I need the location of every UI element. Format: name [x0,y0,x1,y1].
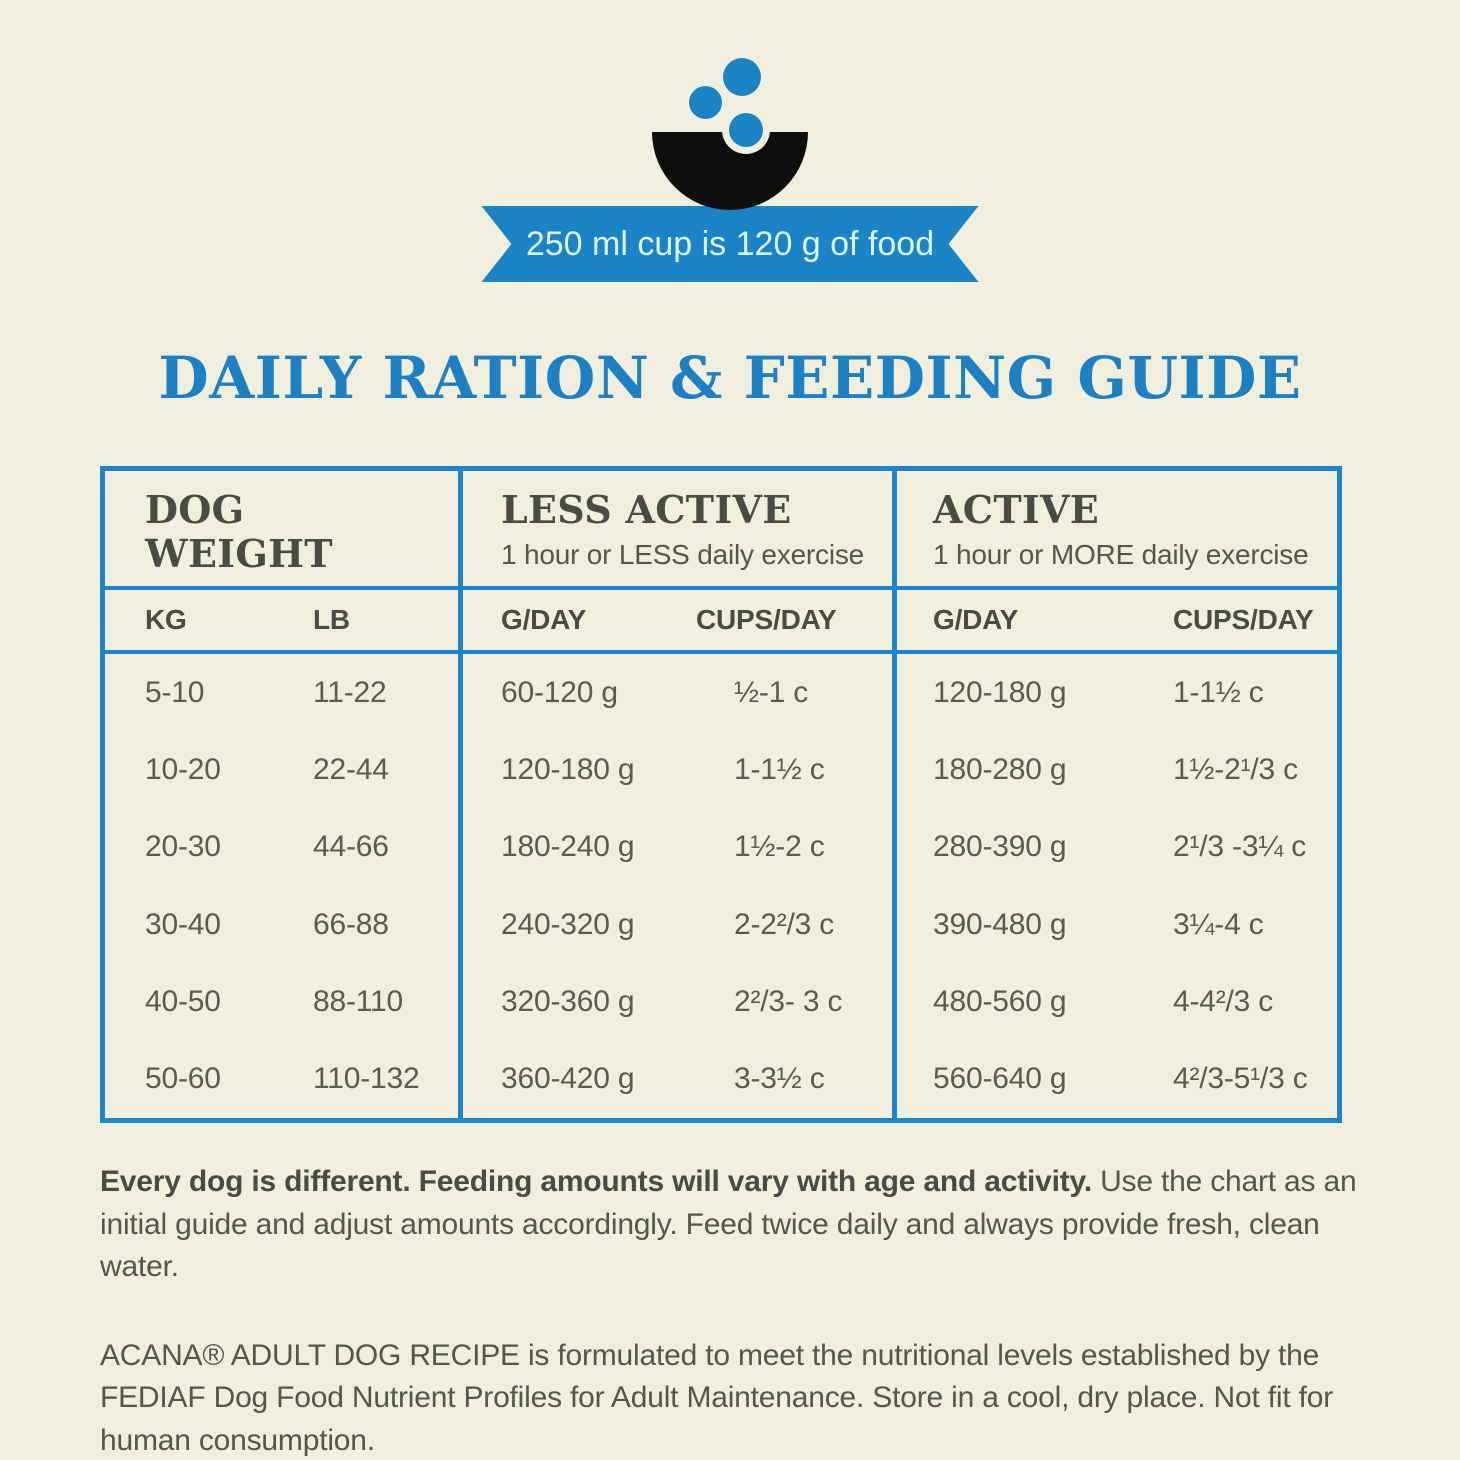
cell-cupsday: 3¼-4 c [1173,907,1264,941]
table-row: 10-20 22-44 [105,731,458,808]
table-row: 120-180 g 1-1½ c [463,731,892,808]
cell-gday: 120-180 g [933,675,1067,709]
cell-gday: 320-360 g [501,984,635,1018]
cell-kg: 5-10 [145,675,205,709]
subheader-row: KG LB [105,590,458,654]
column-header-cupsday: CUPS/DAY [696,604,837,635]
table-row: 30-40 66-88 [105,886,458,963]
cell-cupsday: 4-4²/3 c [1173,984,1274,1018]
column-header-cupsday: CUPS/DAY [1173,604,1314,635]
page-title: DAILY RATION & FEEDING GUIDE [158,344,1302,412]
cell-kg: 50-60 [145,1062,221,1096]
cell-lb: 11-22 [313,675,387,709]
column-header-gday: G/DAY [501,604,587,635]
data-column-active: 120-180 g 1-1½ c 180-280 g 1½-2¹/3 c 280-3… [897,654,1337,1118]
cell-cupsday: 4²/3-5¹/3 c [1173,1062,1308,1096]
cell-lb: 44-66 [313,830,389,864]
kibble-dot-icon [729,113,763,147]
group-header-active: ACTIVE 1 hour or MORE daily exercise [897,471,1337,590]
feeding-note-text: Use the chart as an initial guide and ad… [100,1165,1357,1284]
cup-measure-label: 250 ml cup is 120 g of food [525,224,935,263]
table-row: 60-120 g ½-1 c [463,654,892,731]
column-header-lb: LB [313,604,350,635]
bowl-icon [652,132,808,210]
group-title: DOG WEIGHT [145,487,333,577]
cell-gday: 60-120 g [501,675,618,709]
cell-lb: 88-110 [313,984,403,1018]
group-subtitle: 1 hour or LESS daily exercise [501,539,865,571]
group-title: ACTIVE [933,487,1100,532]
cell-gday: 180-240 g [501,830,635,864]
column-header-gday: G/DAY [933,604,1019,635]
bowl-with-kibble-icon [652,56,808,210]
table-row: 360-420 g 3-3½ c [463,1041,892,1118]
cell-gday: 360-420 g [501,1062,635,1096]
group-header-dog-weight: DOG WEIGHT [105,471,458,590]
column-group-active: ACTIVE 1 hour or MORE daily exercise G/D… [892,471,1337,1118]
cell-lb: 66-88 [313,907,389,941]
cell-cupsday: 2²/3- 3 c [734,984,843,1018]
cell-lb: 110-132 [313,1062,420,1096]
column-group-less-active: LESS ACTIVE 1 hour or LESS daily exercis… [458,471,892,1118]
column-group-dog-weight: DOG WEIGHT KG LB 5-10 11-22 10-20 22-44 20… [105,471,458,1118]
cell-gday: 560-640 g [933,1062,1067,1096]
kibble-dot-icon [723,58,761,96]
cell-gday: 390-480 g [933,907,1067,941]
table-row: 40-50 88-110 [105,963,458,1040]
cell-kg: 10-20 [145,752,221,786]
group-header-less-active: LESS ACTIVE 1 hour or LESS daily exercis… [463,471,892,590]
subheader-row: G/DAY CUPS/DAY [897,590,1337,654]
cell-kg: 30-40 [145,907,221,941]
cell-kg: 40-50 [145,984,221,1018]
formulation-note: ACANA® ADULT DOG RECIPE is formulated to… [100,1335,1365,1460]
group-subtitle: 1 hour or MORE daily exercise [933,539,1309,571]
cell-cupsday: 1-1½ c [1173,675,1264,709]
table-row: 180-240 g 1½-2 c [463,809,892,886]
table-row: 20-30 44-66 [105,809,458,886]
kibble-dot-icon [689,86,722,119]
subheader-row: G/DAY CUPS/DAY [463,590,892,654]
feeding-note-bold: Every dog is different. Feeding amounts … [100,1165,1092,1198]
table-row: 390-480 g 3¼-4 c [897,886,1337,963]
cell-lb: 22-44 [313,752,389,786]
cell-cupsday: 1½-2¹/3 c [1173,752,1298,786]
cell-gday: 280-390 g [933,830,1067,864]
table-row: 180-280 g 1½-2¹/3 c [897,731,1337,808]
table-row: 50-60 110-132 [105,1041,458,1118]
cell-gday: 180-280 g [933,752,1067,786]
table-row: 240-320 g 2-2²/3 c [463,886,892,963]
formulation-note-text: ACANA® ADULT DOG RECIPE is formulated to… [100,1338,1334,1457]
table-row: 5-10 11-22 [105,654,458,731]
cup-measure-ribbon: 250 ml cup is 120 g of food [482,206,979,282]
table-row: 480-560 g 4-4²/3 c [897,963,1337,1040]
table-row: 280-390 g 2¹/3 -3¼ c [897,809,1337,886]
feeding-note: Every dog is different. Feeding amounts … [100,1161,1365,1289]
data-column-dog-weight: 5-10 11-22 10-20 22-44 20-30 44-66 30-40 66-… [105,654,458,1118]
group-title: LESS ACTIVE [501,487,792,532]
cell-cupsday: 3-3½ c [734,1062,825,1096]
cell-kg: 20-30 [145,830,221,864]
cell-cupsday: 1½-2 c [734,830,825,864]
table-row: 120-180 g 1-1½ c [897,654,1337,731]
table-row: 320-360 g 2²/3- 3 c [463,963,892,1040]
table-row: 560-640 g 4²/3-5¹/3 c [897,1041,1337,1118]
feeding-guide-table: DOG WEIGHT KG LB 5-10 11-22 10-20 22-44 20… [100,466,1342,1123]
cell-gday: 480-560 g [933,984,1067,1018]
cell-cupsday: ½-1 c [734,675,809,709]
cell-cupsday: 2¹/3 -3¼ c [1173,830,1307,864]
column-header-kg: KG [145,604,187,635]
cell-cupsday: 1-1½ c [734,752,825,786]
cell-gday: 120-180 g [501,752,635,786]
cell-cupsday: 2-2²/3 c [734,907,835,941]
cell-gday: 240-320 g [501,907,635,941]
